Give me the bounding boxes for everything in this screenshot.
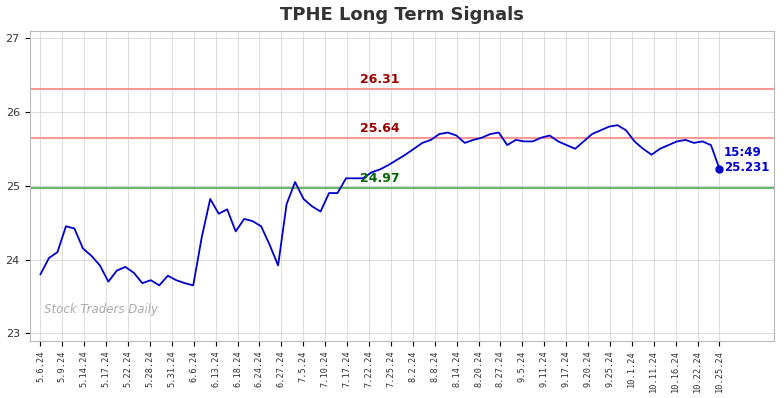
Text: 25.231: 25.231 — [724, 161, 769, 174]
Text: 26.31: 26.31 — [360, 73, 400, 86]
Text: Stock Traders Daily: Stock Traders Daily — [45, 303, 158, 316]
Text: 15:49: 15:49 — [724, 146, 761, 159]
Text: 25.64: 25.64 — [360, 123, 400, 135]
Text: 24.97: 24.97 — [360, 172, 400, 185]
Title: TPHE Long Term Signals: TPHE Long Term Signals — [280, 6, 524, 23]
